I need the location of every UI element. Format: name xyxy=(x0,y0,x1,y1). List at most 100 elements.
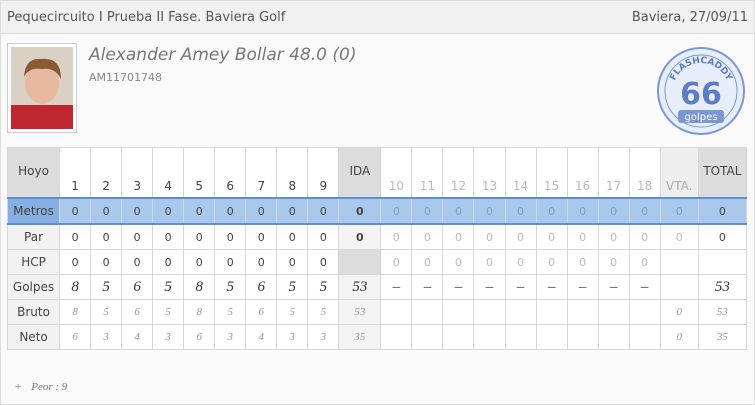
cell-front: 0 xyxy=(152,197,185,225)
cell-label: Bruto xyxy=(6,299,61,325)
cell-back: 14 xyxy=(504,147,537,199)
cell-back: 0 xyxy=(535,249,568,275)
cell-back xyxy=(473,324,506,350)
cell-total: 0 xyxy=(697,197,748,225)
event-title: Pequecircuito I Prueba II Fase. Baviera … xyxy=(7,9,286,25)
cell-front: 0 xyxy=(59,249,92,275)
cell-front: 3 xyxy=(121,147,154,199)
cell-front: 5 xyxy=(307,274,340,300)
cell-back: 11 xyxy=(411,147,444,199)
cell-total: 53 xyxy=(697,274,748,300)
player-photo xyxy=(7,43,77,133)
cell-front: 9 xyxy=(307,147,340,199)
cell-front: 6 xyxy=(245,299,278,325)
cell-front: 6 xyxy=(183,324,216,350)
cell-front: 0 xyxy=(90,223,123,250)
cell-back: 0 xyxy=(380,223,413,250)
cell-front: 0 xyxy=(90,249,123,275)
cell-back: 0 xyxy=(411,197,444,225)
cell-back: 0 xyxy=(628,223,661,250)
cell-back: 13 xyxy=(473,147,506,199)
cell-back xyxy=(380,299,413,325)
cell-back xyxy=(628,299,661,325)
cell-vta: 0 xyxy=(659,299,699,325)
cell-front: 8 xyxy=(183,274,216,300)
score-row: Neto 6 3 4 3 6 3 4 3 3 35 0 35 xyxy=(6,324,748,350)
cell-front: 8 xyxy=(59,299,92,325)
cell-front: 1 xyxy=(59,147,92,199)
cell-back xyxy=(597,324,630,350)
badge-unit: golpes xyxy=(685,112,718,123)
cell-back xyxy=(442,299,475,325)
cell-ida xyxy=(338,249,382,275)
cell-back: 12 xyxy=(442,147,475,199)
cell-front: 5 xyxy=(276,299,309,325)
cell-front: 0 xyxy=(152,249,185,275)
cell-back: 0 xyxy=(535,223,568,250)
cell-front: 6 xyxy=(121,274,154,300)
cell-front: 5 xyxy=(152,299,185,325)
cell-back: – xyxy=(566,274,599,300)
cell-back: 0 xyxy=(566,223,599,250)
score-badge: FLASHCADDY 66 golpes xyxy=(657,47,745,135)
cell-front: 0 xyxy=(90,197,123,225)
cell-back: 0 xyxy=(411,249,444,275)
cell-back: 10 xyxy=(380,147,413,199)
cell-back xyxy=(380,324,413,350)
cell-back xyxy=(411,324,444,350)
cell-label: HCP xyxy=(6,249,61,275)
cell-back: – xyxy=(504,274,537,300)
cell-front: 3 xyxy=(152,324,185,350)
cell-front: 0 xyxy=(245,197,278,225)
worst-hole: Peor : 9 xyxy=(31,381,68,393)
cell-back: 0 xyxy=(597,223,630,250)
cell-front: 5 xyxy=(214,274,247,300)
score-row: Golpes 8 5 6 5 8 5 6 5 5 53– – – – – – – – –53 xyxy=(6,274,748,300)
cell-front: 4 xyxy=(152,147,185,199)
cell-back: 0 xyxy=(411,223,444,250)
cell-front: 8 xyxy=(183,299,216,325)
cell-back: – xyxy=(597,274,630,300)
cell-front: 3 xyxy=(90,324,123,350)
cell-front: 0 xyxy=(245,249,278,275)
cell-back: 0 xyxy=(597,197,630,225)
score-row: Par 0 0 0 0 0 0 0 0 0 0 0 0 0 0 0 0 0 0 0 0 0 xyxy=(6,223,748,250)
cell-front: 0 xyxy=(214,223,247,250)
cell-front: 0 xyxy=(214,249,247,275)
cell-front: 0 xyxy=(307,223,340,250)
cell-front: 7 xyxy=(245,147,278,199)
cell-vta: 0 xyxy=(659,324,699,350)
cell-back xyxy=(504,299,537,325)
cell-back: 0 xyxy=(566,249,599,275)
cell-ida: 35 xyxy=(338,324,382,350)
cell-front: 5 xyxy=(90,299,123,325)
photo-image xyxy=(11,47,73,129)
cell-back: 0 xyxy=(566,197,599,225)
cell-front: 2 xyxy=(90,147,123,199)
cell-back: 0 xyxy=(442,197,475,225)
cell-label: Metros xyxy=(6,197,61,225)
cell-vta: 0 xyxy=(659,197,699,225)
cell-front: 3 xyxy=(276,324,309,350)
cell-back: – xyxy=(442,274,475,300)
cell-front: 5 xyxy=(183,147,216,199)
cell-front: 4 xyxy=(121,324,154,350)
cell-total: 35 xyxy=(697,324,748,350)
cell-front: 8 xyxy=(276,147,309,199)
cell-front: 3 xyxy=(307,324,340,350)
cell-front: 5 xyxy=(214,299,247,325)
cell-back: 0 xyxy=(504,223,537,250)
cell-total: TOTAL xyxy=(697,147,748,199)
cell-back: 0 xyxy=(380,197,413,225)
cell-front: 6 xyxy=(214,147,247,199)
cell-back: – xyxy=(380,274,413,300)
header-bar: Pequecircuito I Prueba II Fase. Baviera … xyxy=(1,1,754,34)
cell-back: – xyxy=(473,274,506,300)
cell-back: 0 xyxy=(473,197,506,225)
cell-back: 0 xyxy=(597,249,630,275)
cell-back xyxy=(411,299,444,325)
cell-back: 0 xyxy=(628,249,661,275)
score-row: Hoyo 1 2 3 4 5 6 7 8 9 IDA 10 11 12 13 14 15 16 17 18 VTA. TO… xyxy=(6,147,748,199)
cell-front: 5 xyxy=(307,299,340,325)
